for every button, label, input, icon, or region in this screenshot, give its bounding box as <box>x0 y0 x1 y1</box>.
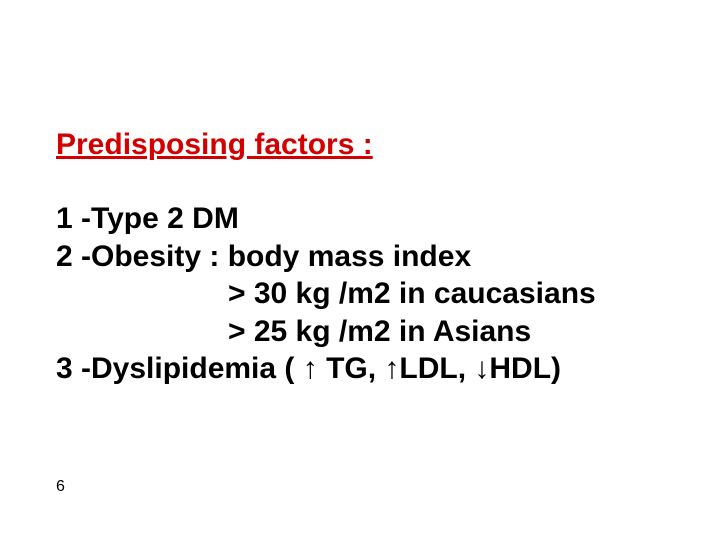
body-line-3: > 30 kg /m2 in caucasians <box>56 275 596 313</box>
body-line-5: 3 -Dyslipidemia ( ↑ TG, ↑LDL, ↓HDL) <box>56 350 596 388</box>
page-number: 6 <box>56 478 65 496</box>
body-line-4: > 25 kg /m2 in Asians <box>56 313 596 351</box>
slide-heading: Predisposing factors : <box>56 128 373 162</box>
body-line-2: 2 -Obesity : body mass index <box>56 238 596 276</box>
slide: Predisposing factors : 1 -Type 2 DM 2 -O… <box>0 0 720 540</box>
body-text-block: 1 -Type 2 DM 2 -Obesity : body mass inde… <box>56 200 596 388</box>
body-line-1: 1 -Type 2 DM <box>56 200 596 238</box>
